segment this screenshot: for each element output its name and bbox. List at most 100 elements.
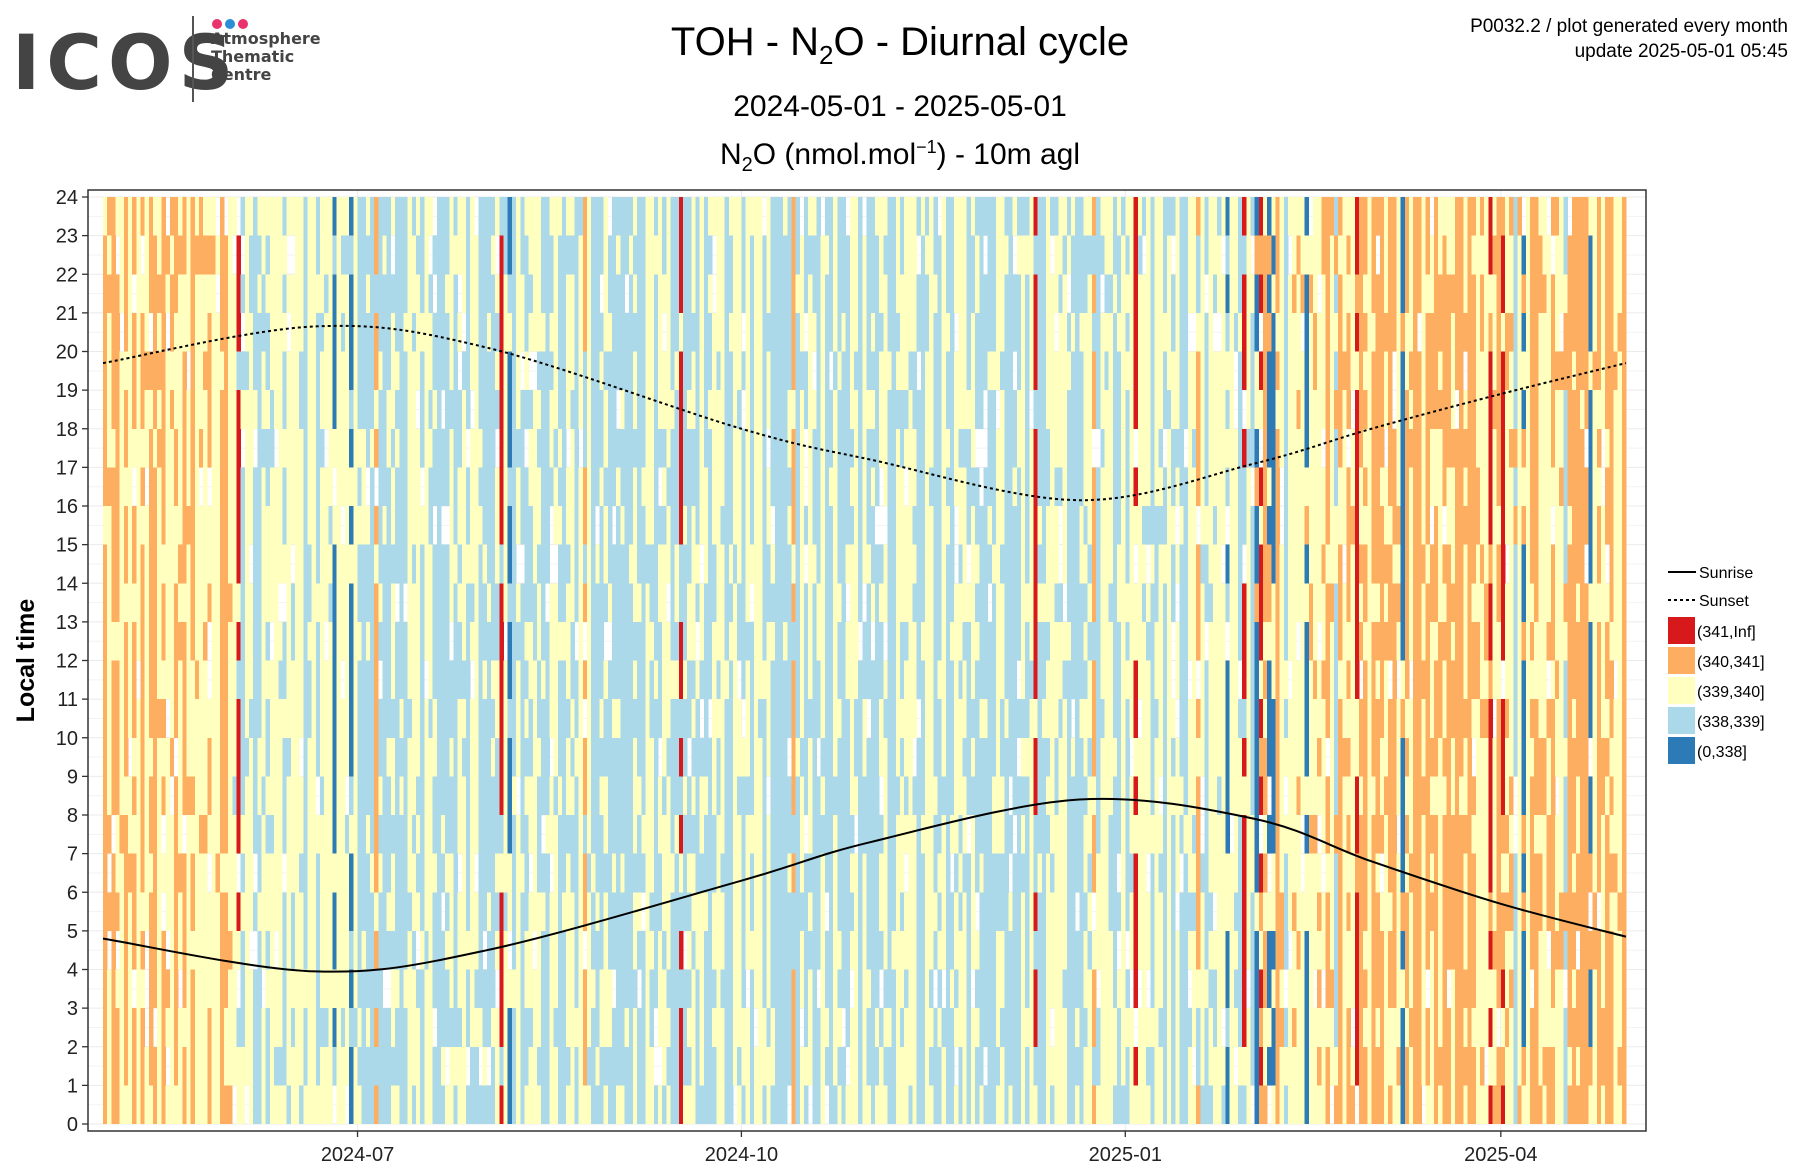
heatmap-cell: [607, 1085, 613, 1125]
heatmap-cell: [294, 235, 300, 275]
heatmap-cell: [461, 621, 467, 661]
heatmap-cell: [783, 506, 788, 545]
heatmap-cell: [115, 892, 120, 931]
heatmap-cell: [261, 351, 267, 391]
heatmap-cell: [975, 853, 980, 893]
heatmap-cell: [424, 235, 429, 275]
heatmap-cell: [662, 621, 667, 661]
heatmap-cell: [365, 197, 371, 236]
heatmap-cell: [937, 660, 942, 700]
heatmap-cell: [870, 428, 876, 468]
heatmap-cell: [424, 1046, 429, 1086]
heatmap-cell: [178, 621, 183, 661]
heatmap-cell: [607, 969, 613, 1009]
heatmap-cell: [603, 660, 609, 700]
heatmap-cell: [662, 351, 667, 391]
heatmap-cell: [624, 390, 630, 429]
heatmap-cell: [528, 1008, 534, 1047]
heatmap-cell: [916, 390, 922, 429]
heatmap-cell: [328, 621, 333, 661]
heatmap-cell: [745, 583, 751, 622]
heatmap-cell: [691, 583, 696, 622]
heatmap-cell: [282, 351, 287, 391]
heatmap-cell: [582, 235, 588, 275]
heatmap-cell: [716, 930, 721, 970]
heatmap-cell: [428, 1008, 433, 1047]
heatmap-cell: [741, 197, 746, 236]
heatmap-cell: [561, 1046, 567, 1086]
heatmap-cell: [587, 776, 592, 816]
heatmap-cell: [845, 660, 851, 700]
heatmap-cell: [649, 815, 655, 854]
heatmap-cell: [536, 737, 542, 777]
heatmap-cell: [536, 351, 542, 391]
heatmap-cell: [820, 1085, 826, 1125]
heatmap-cell: [720, 815, 726, 854]
heatmap-cell: [966, 312, 972, 352]
heatmap-cell: [837, 621, 842, 661]
heatmap-cell: [499, 892, 504, 931]
heatmap-cell: [645, 312, 650, 352]
heatmap-cell: [829, 390, 834, 429]
heatmap-cell: [324, 699, 329, 738]
heatmap-cell: [224, 351, 229, 391]
heatmap-cell: [249, 235, 254, 275]
heatmap-cell: [899, 544, 905, 584]
heatmap-cell: [582, 467, 588, 507]
heatmap-cell: [712, 351, 717, 391]
heatmap-cell: [574, 969, 579, 1009]
heatmap-cell: [424, 312, 429, 352]
heatmap-cell: [299, 621, 304, 661]
heatmap-cell: [286, 1046, 292, 1086]
heatmap-cell: [728, 776, 734, 816]
heatmap-cell: [148, 506, 154, 545]
heatmap-cell: [587, 583, 592, 622]
heatmap-cell: [687, 930, 692, 970]
heatmap-cell: [758, 815, 763, 854]
heatmap-cell: [349, 1046, 354, 1086]
heatmap-cell: [286, 428, 292, 468]
heatmap-cell: [157, 428, 162, 468]
heatmap-cell: [720, 930, 726, 970]
heatmap-cell: [816, 312, 821, 352]
heatmap-cell: [424, 930, 429, 970]
heatmap-cell: [407, 467, 413, 507]
heatmap-cell: [795, 274, 801, 313]
heatmap-cell: [987, 737, 993, 777]
heatmap-cell: [724, 351, 730, 391]
heatmap-cell: [899, 699, 905, 738]
heatmap-cell: [436, 312, 442, 352]
heatmap-cell: [207, 544, 212, 584]
heatmap-cell: [349, 815, 354, 854]
heatmap-cell: [954, 467, 959, 507]
heatmap-cell: [599, 853, 605, 893]
heatmap-cell: [804, 776, 809, 816]
heatmap-cell: [591, 1085, 596, 1125]
heatmap-cell: [632, 544, 638, 584]
heatmap-cell: [937, 892, 942, 931]
heatmap-cell: [954, 274, 959, 313]
heatmap-cell: [570, 312, 575, 352]
heatmap-cell: [620, 1046, 625, 1086]
heatmap-cell: [787, 428, 792, 468]
heatmap-cell: [845, 737, 851, 777]
heatmap-cell: [833, 235, 838, 275]
heatmap-cell: [457, 1008, 463, 1047]
heatmap-cell: [653, 930, 659, 970]
heatmap-cell: [486, 969, 492, 1009]
heatmap-cell: [474, 621, 479, 661]
heatmap-cell: [712, 892, 717, 931]
heatmap-cell: [929, 737, 934, 777]
heatmap-cell: [578, 467, 584, 507]
heatmap-cell: [607, 1046, 613, 1086]
heatmap-cell: [282, 969, 287, 1009]
heatmap-cell: [866, 815, 872, 854]
heatmap-cell: [361, 969, 367, 1009]
heatmap-cell: [741, 660, 746, 700]
heatmap-cell: [386, 892, 392, 931]
heatmap-cell: [724, 312, 730, 352]
heatmap-cell: [486, 853, 492, 893]
heatmap-cell: [470, 467, 475, 507]
heatmap-cell: [758, 235, 763, 275]
heatmap-cell: [294, 274, 300, 313]
